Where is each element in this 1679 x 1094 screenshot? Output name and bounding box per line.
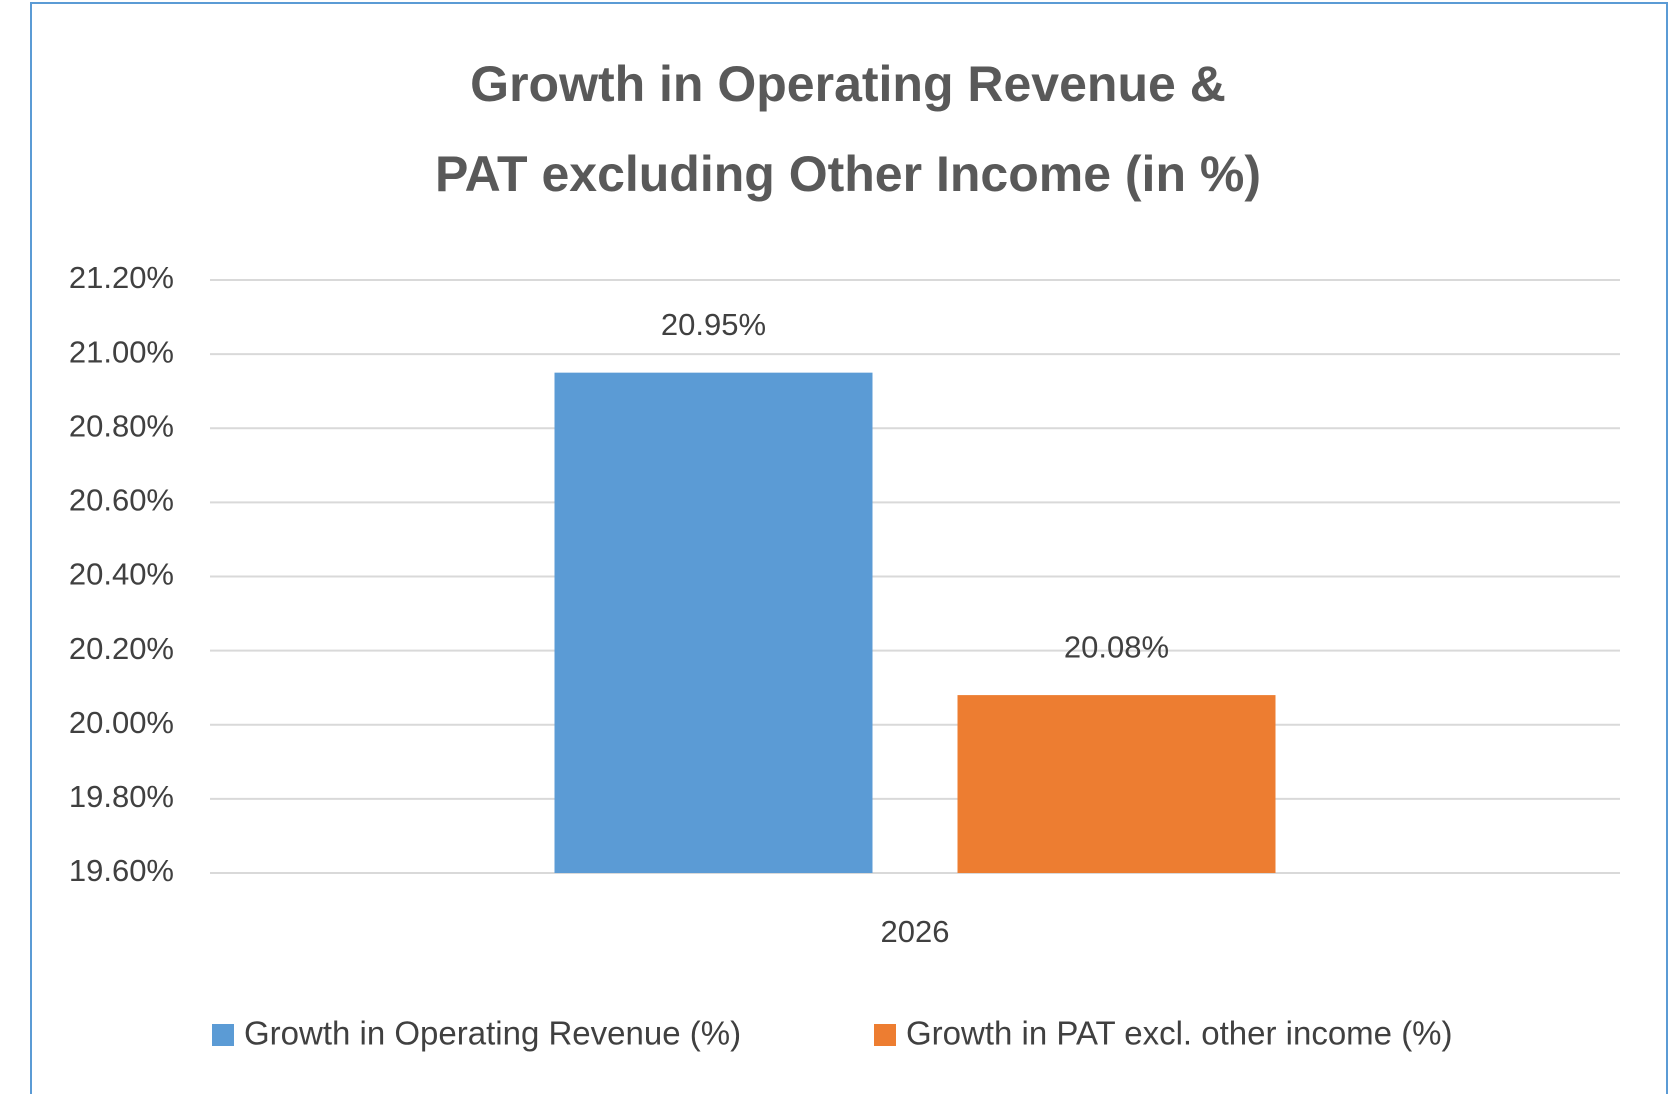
y-tick-label: 20.00% xyxy=(69,705,174,740)
legend-swatch xyxy=(874,1024,896,1046)
bar xyxy=(957,695,1276,873)
chart-title: PAT excluding Other Income (in %) xyxy=(435,146,1261,202)
x-tick-label: 2026 xyxy=(881,914,950,949)
legend-label: Growth in Operating Revenue (%) xyxy=(244,1015,741,1052)
y-tick-label: 20.60% xyxy=(69,483,174,518)
legend-label: Growth in PAT excl. other income (%) xyxy=(906,1015,1453,1052)
data-label: 20.08% xyxy=(1064,629,1169,664)
y-tick-label: 21.20% xyxy=(69,260,174,295)
y-tick-label: 21.00% xyxy=(69,334,174,369)
data-label: 20.95% xyxy=(661,307,766,342)
chart-border xyxy=(30,2,1668,1094)
y-tick-label: 20.80% xyxy=(69,408,174,443)
chart-title: Growth in Operating Revenue & xyxy=(470,56,1226,112)
y-tick-label: 19.80% xyxy=(69,779,174,814)
y-tick-label: 20.20% xyxy=(69,631,174,666)
legend-swatch xyxy=(212,1024,234,1046)
bar xyxy=(554,372,873,873)
y-tick-label: 19.60% xyxy=(69,853,174,888)
y-tick-label: 20.40% xyxy=(69,557,174,592)
